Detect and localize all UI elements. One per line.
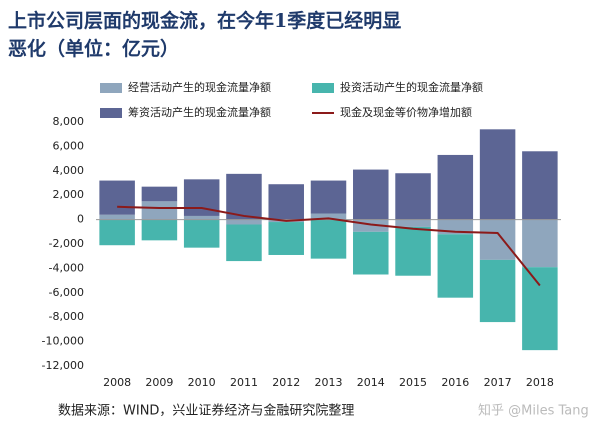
y-tick-label: 2,000 [53, 188, 85, 201]
bar [310, 219, 347, 259]
bar [437, 154, 474, 220]
x-tick-label: 2018 [526, 376, 554, 389]
bar [522, 267, 558, 351]
bar [522, 151, 558, 220]
bar [353, 231, 389, 275]
x-tick-label: 2012 [272, 376, 300, 389]
y-tick-label: -8,000 [49, 310, 84, 323]
legend-label: 筹资活动产生的现金流量净额 [128, 105, 271, 119]
bar [395, 173, 431, 220]
source: 数据来源：WIND，兴业证券经济与金融研究院整理 [58, 403, 354, 419]
legend-swatch [312, 83, 334, 93]
bar [310, 213, 347, 220]
x-tick-label: 2011 [230, 376, 258, 389]
x-tick-label: 2009 [145, 376, 173, 389]
y-tick-label: 6,000 [53, 139, 85, 152]
bar [141, 186, 178, 202]
bar [268, 184, 304, 220]
x-tick-label: 2010 [188, 376, 216, 389]
y-tick-label: -6,000 [49, 286, 84, 299]
line [117, 205, 541, 287]
bar [479, 259, 516, 323]
y-tick-label: 8,000 [53, 115, 85, 128]
y-tick-label: 4,000 [53, 164, 85, 177]
bar [226, 224, 262, 262]
bar [479, 219, 516, 260]
legend-swatch [100, 108, 122, 118]
legend-label: 经营活动产生的现金流量净额 [128, 80, 271, 94]
bar [479, 129, 516, 220]
y-tick-label: -12,000 [42, 359, 84, 372]
bar [183, 215, 220, 220]
y-tick-label: 0 [77, 213, 84, 226]
x-tick-label: 2008 [103, 376, 131, 389]
chart-title: 恶化（单位：亿元） [8, 37, 179, 60]
legend-label: 投资活动产生的现金流量净额 [340, 80, 483, 94]
x-tick-label: 2016 [441, 376, 469, 389]
bar [141, 219, 178, 241]
bar [183, 219, 220, 248]
bar [226, 173, 262, 220]
bar [226, 219, 262, 225]
legend-label: 现金及现金等价物净增加额 [340, 105, 472, 119]
bar [310, 180, 347, 214]
bar [141, 201, 178, 220]
chart-title: 上市公司层面的现金流，在今年1季度已经明显 [8, 9, 401, 32]
bar [268, 222, 304, 255]
y-tick-label: -4,000 [49, 261, 84, 274]
x-tick-label: 2015 [399, 376, 427, 389]
legend-swatch [100, 83, 122, 93]
bar [353, 169, 389, 220]
bar [522, 219, 558, 268]
bar [99, 219, 135, 246]
bar [395, 226, 431, 276]
bar [395, 219, 431, 227]
x-tick-label: 2013 [315, 376, 343, 389]
watermark: 知乎 @Miles Tang [478, 403, 589, 419]
bar [99, 214, 135, 220]
bar [99, 180, 135, 215]
x-tick-label: 2017 [484, 376, 512, 389]
y-tick-label: -10,000 [42, 335, 84, 348]
y-tick-label: -2,000 [49, 237, 84, 250]
bar [437, 234, 474, 298]
x-tick-label: 2014 [357, 376, 385, 389]
